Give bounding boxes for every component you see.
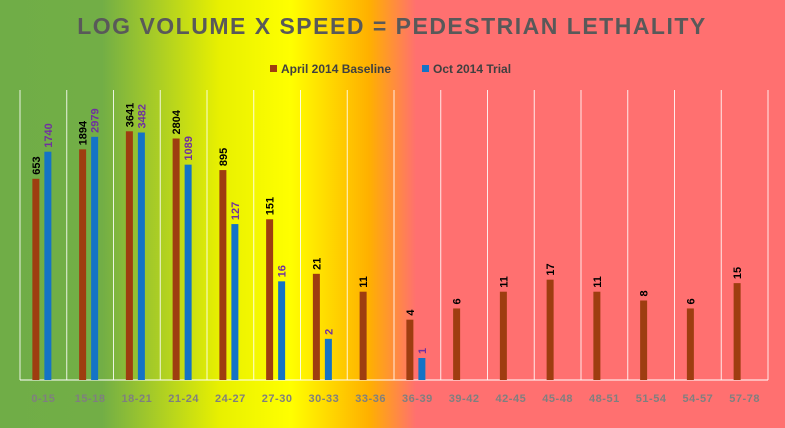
x-tick-label: 24-27 (215, 393, 246, 405)
value-label-baseline-42-45: 11 (498, 276, 510, 288)
value-label-baseline-54-57: 6 (685, 298, 697, 304)
legend-label-1: April 2014 Baseline (281, 62, 391, 76)
value-label-baseline-48-51: 11 (592, 276, 604, 288)
x-tick-label: 30-33 (309, 393, 340, 405)
bar-trial-15-18 (91, 136, 99, 380)
value-label-trial-24-27: 127 (230, 202, 242, 220)
bar-trial-27-30 (278, 281, 286, 380)
bar-baseline-54-57 (686, 308, 694, 380)
x-tick-label: 51-54 (636, 393, 667, 405)
bar-trial-18-21 (137, 132, 145, 380)
x-tick-label: 33-36 (355, 393, 386, 405)
x-tick-label: 21-24 (168, 393, 199, 405)
value-label-baseline-15-18: 1894 (78, 120, 90, 145)
bar-baseline-27-30 (266, 219, 274, 380)
bar-trial-21-24 (184, 164, 192, 380)
legend-swatch-1 (270, 65, 277, 72)
x-tick-label: 48-51 (589, 393, 620, 405)
value-label-baseline-36-39: 4 (405, 309, 417, 316)
bar-baseline-18-21 (125, 131, 133, 380)
value-label-baseline-30-33: 21 (311, 258, 323, 270)
value-label-baseline-39-42: 6 (452, 298, 464, 304)
value-label-trial-27-30: 16 (277, 265, 289, 277)
x-tick-label: 36-39 (402, 393, 433, 405)
bar-trial-36-39 (418, 358, 426, 380)
x-tick-label: 57-78 (729, 393, 760, 405)
value-label-baseline-45-48: 17 (545, 263, 557, 275)
grid (19, 90, 769, 381)
x-tick-label: 15-18 (75, 393, 106, 405)
bar-baseline-42-45 (499, 291, 507, 380)
x-tick-label: 0-15 (31, 393, 55, 405)
x-tick-label: 45-48 (542, 393, 573, 405)
bar-baseline-30-33 (312, 273, 320, 380)
x-tick-label: 54-57 (683, 393, 714, 405)
bars (32, 131, 741, 380)
bar-trial-24-27 (231, 224, 239, 380)
value-label-trial-36-39: 1 (417, 348, 429, 354)
value-label-trial-0-15: 1740 (43, 123, 55, 147)
value-label-trial-15-18: 2979 (90, 108, 102, 132)
bar-baseline-21-24 (172, 138, 180, 380)
chart-title: LOG VOLUME X SPEED = PEDESTRIAN LETHALIT… (77, 13, 707, 39)
value-label-baseline-33-36: 11 (358, 276, 370, 288)
bar-baseline-48-51 (593, 291, 601, 380)
x-tick-label: 42-45 (496, 393, 527, 405)
bar-baseline-45-48 (546, 279, 554, 380)
bar-baseline-0-15 (32, 178, 40, 380)
value-label-trial-21-24: 1089 (183, 136, 195, 160)
bar-trial-30-33 (324, 338, 332, 380)
bar-baseline-33-36 (359, 291, 367, 380)
x-tick-label: 39-42 (449, 393, 480, 405)
legend-swatch-2 (422, 65, 429, 72)
value-label-baseline-18-21: 3641 (124, 103, 136, 127)
value-label-baseline-27-30: 151 (265, 197, 277, 215)
value-label-trial-18-21: 3482 (136, 104, 148, 128)
x-axis-ticks: 0-15 15-18 18-21 21-24 24-27 27-30 30-33 33-36 3… (31, 393, 760, 405)
value-label-baseline-51-54: 8 (639, 290, 651, 296)
bar-baseline-24-27 (219, 170, 227, 380)
x-tick-label: 27-30 (262, 393, 293, 405)
legend-label-2: Oct 2014 Trial (433, 62, 511, 76)
value-label-trial-30-33: 2 (323, 329, 335, 335)
value-label-baseline-24-27: 895 (218, 148, 230, 166)
bar-baseline-51-54 (640, 300, 648, 380)
bar-trial-0-15 (44, 151, 52, 380)
bar-baseline-36-39 (406, 319, 414, 380)
bar-baseline-39-42 (453, 308, 461, 380)
bar-baseline-15-18 (79, 149, 87, 380)
value-label-baseline-0-15: 653 (31, 156, 43, 174)
value-label-baseline-21-24: 2804 (171, 109, 183, 134)
legend: April 2014 Baseline Oct 2014 Trial (270, 62, 511, 76)
value-label-baseline-57-78: 15 (732, 267, 744, 279)
bar-baseline-57-78 (733, 283, 741, 380)
x-tick-label: 18-21 (122, 393, 153, 405)
